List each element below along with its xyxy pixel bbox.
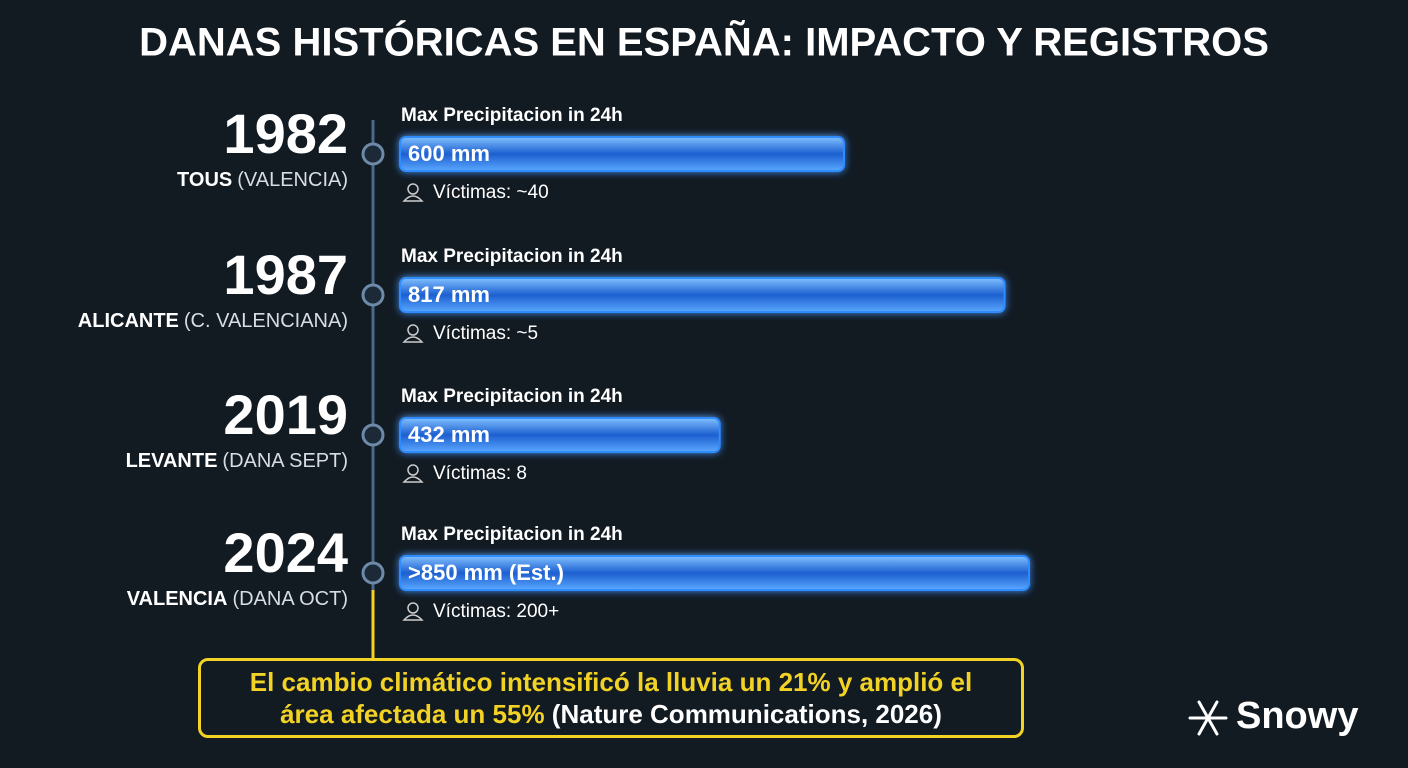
place: TOUS (VALENCIA): [177, 169, 348, 191]
victim-icon: [402, 336, 424, 343]
bar: [399, 417, 721, 453]
year: 2019: [223, 383, 348, 446]
note-text: El cambio climático intensificó la lluvi…: [221, 666, 1001, 730]
victim-icon: [402, 614, 424, 621]
victim-icon: [407, 602, 419, 614]
year: 2024: [223, 521, 348, 584]
value-caption: Max Precipitacion in 24h: [401, 524, 623, 545]
victims: Víctimas: ~40: [433, 182, 549, 203]
value-label: >850 mm (Est.): [408, 560, 564, 585]
value-label: 600 mm: [408, 141, 490, 166]
place-detail: (C. VALENCIANA): [184, 310, 348, 332]
timeline-node: [361, 142, 385, 166]
value-label: 432 mm: [408, 422, 490, 447]
brand: Snowy: [1236, 695, 1358, 737]
brand-logo: [1188, 700, 1228, 736]
place: LEVANTE (DANA SEPT): [126, 450, 348, 472]
victim-icon: [407, 464, 419, 476]
bar: [399, 555, 1030, 591]
place-detail: (DANA SEPT): [222, 450, 348, 472]
bar: [399, 136, 845, 172]
note-box: El cambio climático intensificó la lluvi…: [198, 658, 1024, 738]
victims: Víctimas: 200+: [433, 601, 559, 622]
victim-icon: [402, 476, 424, 483]
place: ALICANTE (C. VALENCIANA): [78, 310, 348, 332]
place-name: LEVANTE: [126, 450, 218, 472]
value-caption: Max Precipitacion in 24h: [401, 105, 623, 126]
place-name: VALENCIA: [127, 588, 228, 610]
victim-icon: [407, 324, 419, 336]
note-source: (Nature Communications, 2026): [551, 699, 942, 729]
timeline-node: [361, 423, 385, 447]
bar: [399, 277, 1006, 313]
victim-icon: [407, 183, 419, 195]
note: El cambio climático intensificó la lluvi…: [249, 667, 973, 729]
place-name: ALICANTE: [78, 310, 179, 332]
victims: Víctimas: 8: [433, 463, 527, 484]
victim-icon: [402, 195, 424, 202]
chart-title: DANAS HISTÓRICAS EN ESPAÑA: IMPACTO Y RE…: [139, 19, 1269, 65]
value-label: 817 mm: [408, 282, 490, 307]
timeline-node: [361, 561, 385, 585]
year: 1982: [223, 102, 348, 165]
victims: Víctimas: ~5: [433, 323, 538, 344]
value-caption: Max Precipitacion in 24h: [401, 246, 623, 267]
place-name: TOUS: [177, 169, 232, 191]
place-detail: (VALENCIA): [237, 169, 348, 191]
place-detail: (DANA OCT): [232, 588, 348, 610]
timeline-node: [361, 283, 385, 307]
place: VALENCIA (DANA OCT): [127, 588, 348, 610]
value-caption: Max Precipitacion in 24h: [401, 386, 623, 407]
year: 1987: [223, 243, 348, 306]
